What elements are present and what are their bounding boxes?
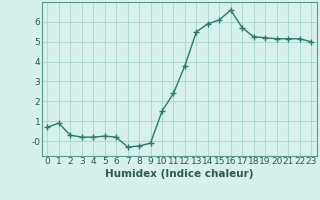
X-axis label: Humidex (Indice chaleur): Humidex (Indice chaleur) [105, 169, 253, 179]
